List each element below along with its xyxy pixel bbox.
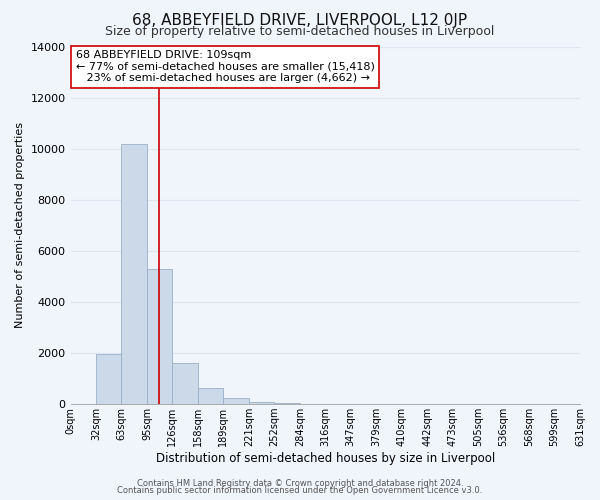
Text: 68, ABBEYFIELD DRIVE, LIVERPOOL, L12 0JP: 68, ABBEYFIELD DRIVE, LIVERPOOL, L12 0JP [133, 12, 467, 28]
Bar [274, 403, 300, 404]
Bar [121, 144, 147, 404]
Bar [172, 364, 198, 404]
Bar [97, 354, 121, 404]
Text: Contains public sector information licensed under the Open Government Licence v3: Contains public sector information licen… [118, 486, 482, 495]
Text: 68 ABBEYFIELD DRIVE: 109sqm
← 77% of semi-detached houses are smaller (15,418)
 : 68 ABBEYFIELD DRIVE: 109sqm ← 77% of sem… [76, 50, 374, 84]
Bar [223, 398, 249, 404]
Y-axis label: Number of semi-detached properties: Number of semi-detached properties [15, 122, 25, 328]
Text: Contains HM Land Registry data © Crown copyright and database right 2024.: Contains HM Land Registry data © Crown c… [137, 478, 463, 488]
Bar [147, 269, 172, 404]
Bar [198, 388, 223, 404]
Text: Size of property relative to semi-detached houses in Liverpool: Size of property relative to semi-detach… [106, 25, 494, 38]
X-axis label: Distribution of semi-detached houses by size in Liverpool: Distribution of semi-detached houses by … [155, 452, 495, 465]
Bar [249, 402, 274, 404]
